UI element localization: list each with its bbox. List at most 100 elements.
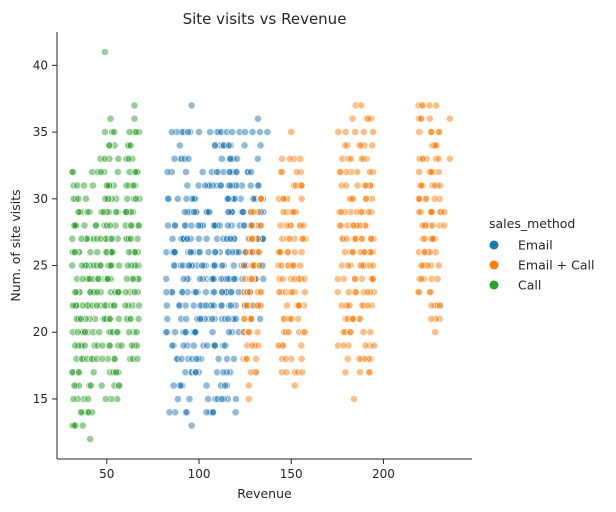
data-point [173,395,182,403]
data-point [98,354,107,363]
data-point [73,181,82,190]
data-point [84,395,92,403]
data-point [68,261,77,270]
data-point [209,408,217,417]
data-point [189,341,198,350]
data-point [182,408,190,417]
data-point [243,354,251,363]
axes-layer [56,32,472,460]
data-point [185,395,194,403]
data-point [81,341,89,350]
legend-label: Email [518,238,553,253]
data-point [360,248,369,257]
data-point [297,248,306,257]
data-point [212,168,221,176]
data-point [85,274,94,283]
data-point [103,274,112,283]
data-point [418,154,427,163]
y-axis-title: Num. of site visits [8,189,23,301]
data-point [194,234,203,243]
data-point [75,368,83,377]
data-point [276,248,285,257]
data-point [245,328,253,337]
data-point [255,261,264,270]
data-point [162,328,171,337]
data-point [203,341,211,350]
data-point [125,328,134,337]
data-point [182,168,190,176]
data-point [179,341,188,350]
data-point [255,248,264,257]
data-point [234,248,243,257]
data-point [121,301,130,310]
data-point [127,221,136,230]
data-point [281,354,290,363]
legend-marker [489,280,499,290]
data-point [349,194,357,203]
data-point [224,141,233,150]
data-point [82,194,90,203]
data-point [434,168,443,176]
data-point [285,154,294,163]
data-point [96,234,105,243]
data-point [333,288,342,297]
data-point [103,181,111,190]
data-point [445,114,454,123]
data-point [431,328,439,337]
y-tick-label: 30 [33,192,48,206]
data-point [181,328,190,337]
data-point [101,395,110,403]
data-point [95,328,104,337]
data-point [414,194,423,203]
data-point [278,154,286,163]
data-point [168,234,177,243]
data-point [178,288,187,297]
data-point [415,128,424,136]
data-point [165,408,174,417]
data-point [83,208,92,216]
data-point [115,381,123,390]
data-point [225,181,234,190]
data-point [239,221,248,230]
data-point [299,221,308,230]
data-point [367,234,376,243]
data-point [349,248,358,257]
data-point [87,381,95,390]
data-point [184,128,192,136]
data-point [169,381,178,390]
data-point [126,234,135,243]
data-point [359,128,368,136]
data-point [427,208,435,216]
data-point [361,341,370,350]
data-point [333,274,342,283]
data-point [283,248,292,257]
data-point [427,314,436,323]
data-point [162,274,171,283]
data-point [214,354,223,363]
data-point [248,128,257,136]
data-point [77,408,85,417]
data-point [436,181,444,190]
data-point [370,341,379,350]
data-point [240,141,249,150]
data-point [256,314,264,323]
data-point [342,234,351,243]
data-point [417,274,426,283]
data-point [433,274,442,283]
data-point [93,288,102,297]
data-point [248,221,257,230]
data-point [239,261,248,270]
data-point [247,274,256,283]
data-point [337,301,346,310]
data-point [300,328,309,337]
data-point [187,421,196,430]
data-point [96,168,105,176]
data-point [68,234,77,243]
data-point [180,221,189,230]
data-point [218,288,227,297]
data-point [415,208,424,216]
data-point [358,274,366,283]
data-point [187,101,196,110]
data-point [257,221,265,230]
data-point [366,168,374,176]
